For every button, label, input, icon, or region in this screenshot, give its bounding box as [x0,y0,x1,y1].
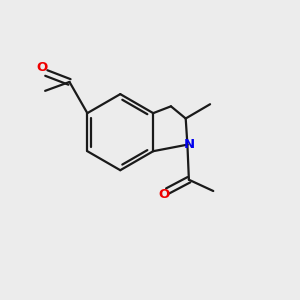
Text: N: N [183,138,194,151]
Text: O: O [158,188,169,201]
Text: O: O [37,61,48,74]
